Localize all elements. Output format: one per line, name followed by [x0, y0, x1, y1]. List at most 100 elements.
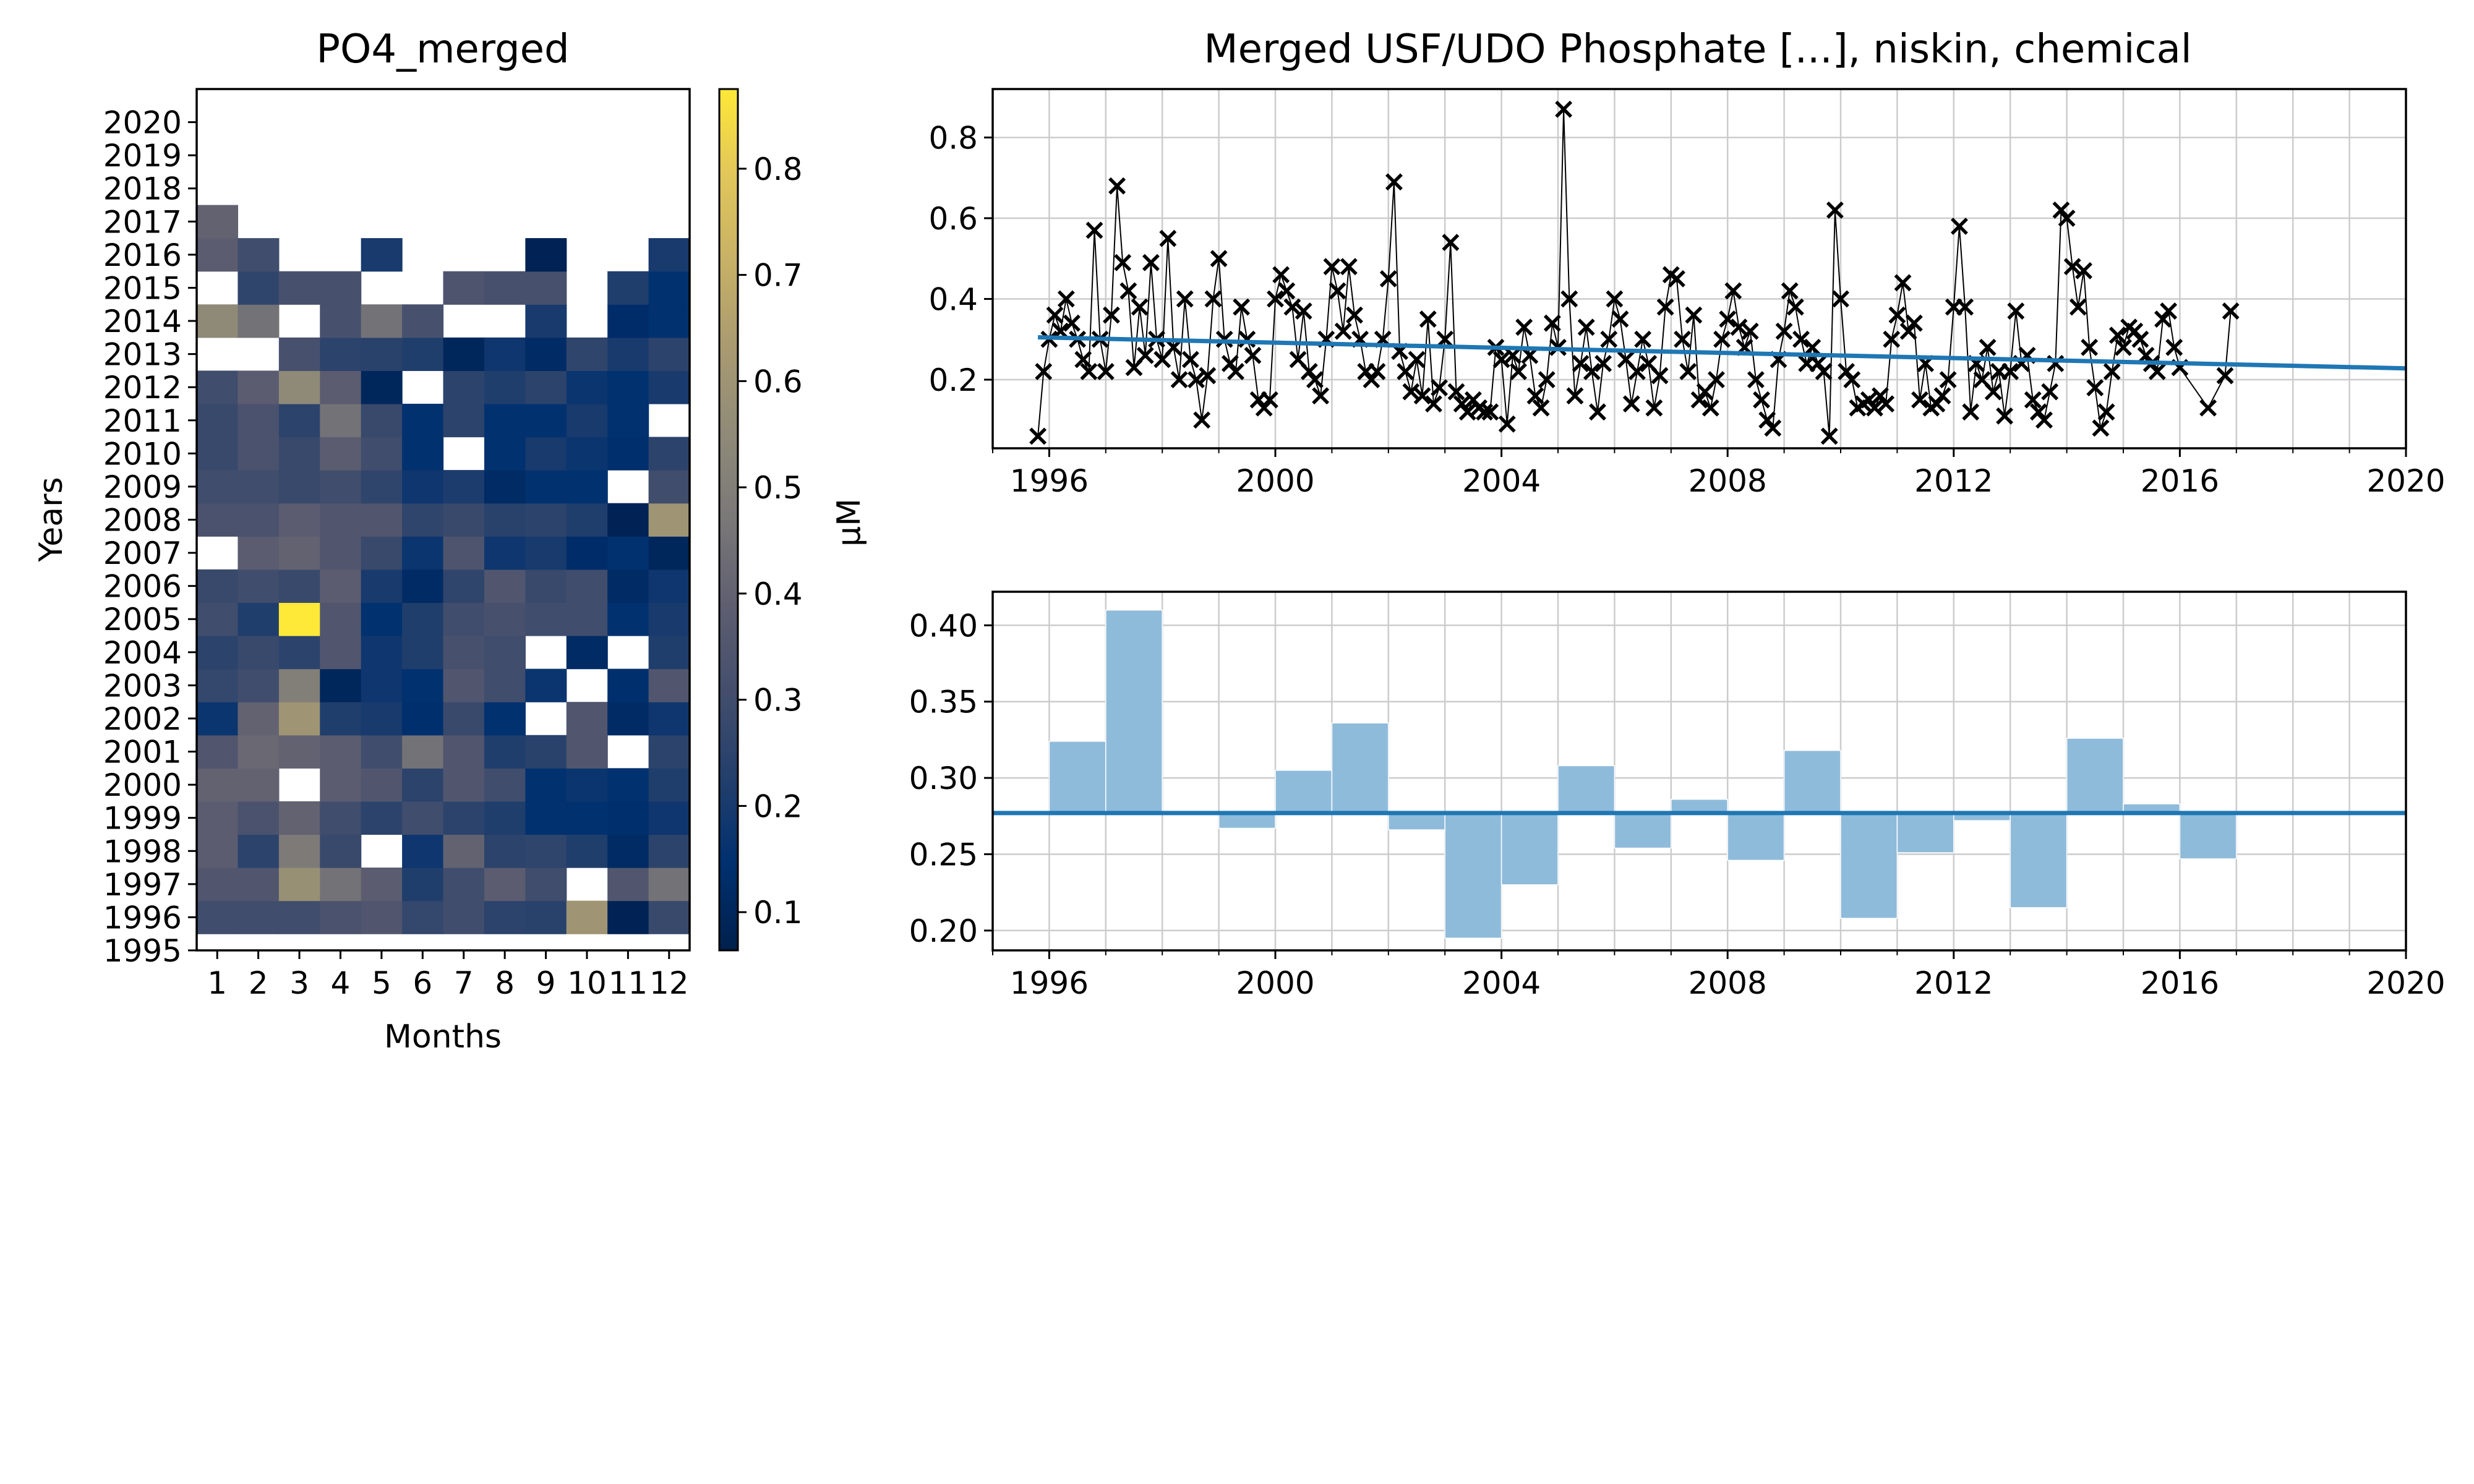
observation-marker — [1255, 399, 1273, 417]
observation-marker — [2092, 419, 2110, 437]
heatmap-cell — [648, 337, 690, 372]
heatmap-cells — [197, 205, 690, 934]
heatmap-cell — [197, 304, 239, 338]
observation-marker — [1888, 306, 1906, 324]
heatmap-cell — [197, 602, 239, 636]
observation-marker — [1877, 395, 1895, 413]
trend-line — [1038, 335, 2407, 371]
heatmap-cell — [484, 569, 526, 603]
heatmap-cell — [278, 801, 320, 835]
observation-marker — [1701, 399, 1719, 417]
heatmap-cell — [607, 602, 649, 636]
observation-marker — [1667, 270, 1685, 288]
heatmap-y-tick-label: 1996 — [103, 900, 182, 936]
heatmap-cell — [484, 900, 526, 934]
annual-y-tick-label: 0.30 — [909, 761, 978, 796]
heatmap-cell — [197, 834, 239, 868]
observation-marker — [1775, 322, 1793, 340]
observation-marker — [1368, 363, 1386, 380]
heatmap-cell — [238, 868, 280, 902]
heatmap-cell — [607, 801, 649, 835]
heatmap-x-tick-label: 4 — [331, 965, 351, 1001]
heatmap-cell — [278, 536, 320, 570]
observation-marker — [2052, 201, 2070, 219]
observation-marker — [1272, 266, 1290, 284]
observation-marker — [1278, 282, 1296, 300]
observation-marker — [1741, 322, 1759, 340]
heatmap-cell — [484, 370, 526, 404]
annual-bar — [2010, 812, 2068, 908]
heatmap-cell — [443, 503, 485, 537]
heatmap-cell — [484, 702, 526, 736]
heatmap-cell — [484, 503, 526, 537]
heatmap-cell — [361, 636, 403, 670]
heatmap-cell — [607, 437, 649, 471]
observation-marker — [1538, 371, 1556, 388]
observation-marker — [2086, 379, 2104, 397]
observation-marker — [2216, 367, 2234, 385]
heatmap-x-tick-label: 10 — [567, 965, 607, 1001]
heatmap-cell — [238, 900, 280, 934]
observation-marker — [2115, 338, 2132, 356]
heatmap-y-tick-label: 2015 — [103, 270, 182, 306]
observation-marker — [1131, 298, 1149, 316]
observation-marker — [2069, 298, 2087, 316]
annual-bar — [1557, 765, 1616, 814]
observation-marker — [1295, 302, 1312, 320]
observation-marker — [1572, 354, 1590, 372]
timeseries-x-tick-label: 2000 — [1236, 463, 1314, 499]
observation-marker — [1215, 330, 1233, 348]
observation-marker — [1674, 330, 1692, 348]
heatmap-y-tick-label: 2005 — [103, 602, 182, 638]
heatmap-x-ticks: 1 2 3 4 5 6 7 8 9 10 11 12 — [207, 950, 689, 1001]
heatmap-cell — [238, 503, 280, 537]
heatmap-cell — [402, 636, 444, 670]
heatmap-cell — [648, 569, 690, 603]
heatmap-cell — [443, 337, 485, 372]
observation-marker — [1102, 306, 1120, 324]
heatmap-cell — [484, 403, 526, 438]
observation-marker — [1419, 310, 1437, 328]
heatmap-cell — [484, 536, 526, 570]
heatmap-cell — [566, 536, 608, 570]
heatmap-cell — [361, 403, 403, 438]
heatmap-cell — [607, 370, 649, 404]
observation-marker — [1651, 367, 1669, 385]
observation-marker — [1786, 298, 1804, 316]
heatmap-y-tick-label: 2018 — [103, 171, 182, 207]
heatmap-cell — [238, 636, 280, 670]
heatmap-cell — [402, 735, 444, 769]
heatmap-cell — [402, 403, 444, 438]
heatmap-cell — [320, 370, 362, 404]
observation-marker — [1707, 371, 1725, 388]
heatmap-cell — [525, 536, 567, 570]
heatmap-y-tick-label: 2013 — [103, 337, 182, 373]
heatmap-y-tick-label: 1995 — [103, 933, 182, 969]
heatmap-cell — [278, 337, 320, 372]
annual-bar — [1048, 741, 1106, 814]
observation-marker — [2007, 302, 2025, 320]
colorbar-tick-label: 0.5 — [753, 470, 803, 506]
observation-marker — [2075, 262, 2092, 279]
observation-marker — [1555, 100, 1573, 118]
heatmap-cell — [443, 536, 485, 570]
heatmap-y-tick-label: 2002 — [103, 701, 182, 737]
heatmap-cell — [361, 801, 403, 835]
heatmap-cell — [402, 768, 444, 802]
observation-marker — [1142, 254, 1160, 271]
heatmap-cell — [197, 636, 239, 670]
observation-marker — [1899, 322, 1917, 340]
heatmap-cell — [278, 470, 320, 504]
heatmap-cell — [238, 536, 280, 570]
heatmap-cell — [197, 205, 239, 239]
heatmap-cell — [320, 470, 362, 504]
observation-marker — [1815, 363, 1833, 380]
observation-marker — [1685, 306, 1703, 324]
heatmap-x-tick-label: 8 — [495, 965, 515, 1001]
heatmap-cell — [484, 735, 526, 769]
heatmap-cell — [566, 503, 608, 537]
observation-marker — [1238, 330, 1256, 348]
observation-marker — [1385, 173, 1403, 191]
heatmap-cell — [484, 470, 526, 504]
observation-marker — [1979, 338, 1997, 356]
